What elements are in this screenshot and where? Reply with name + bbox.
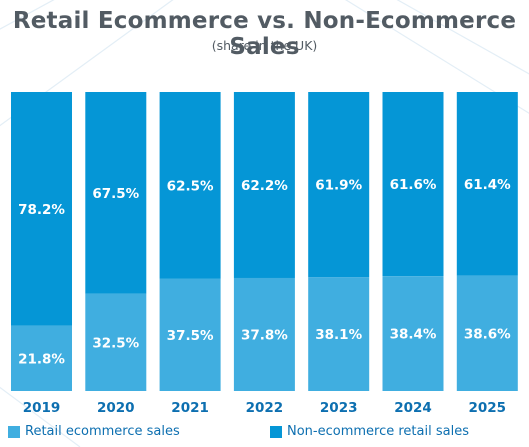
x-tick-label-2023: 2023 <box>320 400 358 416</box>
x-tick-label-2020: 2020 <box>97 400 135 416</box>
chart-legend: Retail ecommerce sales Non-ecommerce ret… <box>8 424 523 444</box>
bar-ecommerce-2022 <box>233 277 295 391</box>
bar-non-ecommerce-2025 <box>456 92 518 276</box>
data-label-non-ecommerce-2023: 61.9% <box>315 178 362 194</box>
bar-ecommerce-2021 <box>159 278 221 391</box>
data-label-non-ecommerce-2022: 62.2% <box>241 178 288 194</box>
legend-swatch-ecommerce <box>8 425 20 438</box>
bar-non-ecommerce-2024 <box>382 92 444 277</box>
data-label-ecommerce-2022: 37.8% <box>241 327 288 343</box>
bar-non-ecommerce-2021 <box>159 92 221 279</box>
data-label-ecommerce-2019: 21.8% <box>18 351 65 367</box>
bar-non-ecommerce-2019 <box>11 92 72 326</box>
data-label-non-ecommerce-2020: 67.5% <box>92 186 139 202</box>
data-label-ecommerce-2020: 32.5% <box>92 335 139 351</box>
data-label-non-ecommerce-2019: 78.2% <box>18 202 65 218</box>
bar-ecommerce-2023 <box>308 277 370 391</box>
data-label-ecommerce-2023: 38.1% <box>315 327 362 343</box>
x-tick-label-2021: 2021 <box>171 400 209 416</box>
x-tick-label-2025: 2025 <box>469 400 507 416</box>
legend-item-ecommerce: Retail ecommerce sales <box>8 424 180 439</box>
bar-non-ecommerce-2020 <box>85 92 147 294</box>
data-label-non-ecommerce-2025: 61.4% <box>464 177 511 193</box>
x-tick-label-2024: 2024 <box>394 400 432 416</box>
data-label-ecommerce-2024: 38.4% <box>390 327 437 343</box>
data-label-ecommerce-2025: 38.6% <box>464 326 511 342</box>
legend-item-non-ecommerce: Non-ecommerce retail sales <box>270 424 469 439</box>
data-label-non-ecommerce-2024: 61.6% <box>390 177 437 193</box>
bar-ecommerce-2025 <box>456 275 518 391</box>
x-tick-label-2022: 2022 <box>246 400 284 416</box>
legend-swatch-non-ecommerce <box>270 425 282 438</box>
bar-non-ecommerce-2022 <box>233 92 295 278</box>
x-tick-label-2019: 2019 <box>23 400 61 416</box>
bar-ecommerce-2019 <box>11 325 72 391</box>
bar-non-ecommerce-2023 <box>308 92 370 278</box>
chart-title: Retail Ecommerce vs. Non-Ecommerce Sales <box>12 8 517 60</box>
chart-subtitle: (share in the UK) <box>211 38 318 53</box>
bar-ecommerce-2020 <box>85 293 147 391</box>
data-label-non-ecommerce-2021: 62.5% <box>167 178 214 194</box>
legend-label-ecommerce: Retail ecommerce sales <box>25 424 180 439</box>
bar-ecommerce-2024 <box>382 276 444 391</box>
data-label-ecommerce-2021: 37.5% <box>167 328 214 344</box>
legend-label-non-ecommerce: Non-ecommerce retail sales <box>287 424 469 439</box>
